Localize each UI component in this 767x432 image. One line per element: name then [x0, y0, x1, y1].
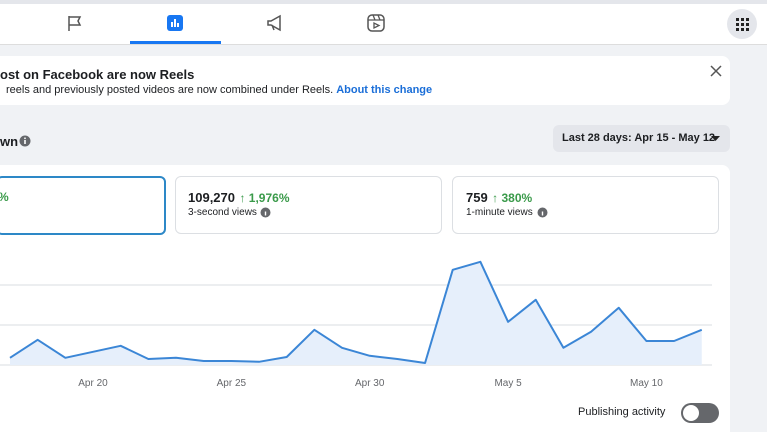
- nav-bar: [0, 4, 767, 45]
- metric-label: 1-minute views: [466, 207, 533, 218]
- metric-label: 3-second views: [188, 207, 257, 218]
- date-range: Last 28 days: Apr 15 - May 12: [562, 132, 716, 144]
- flag-icon[interactable]: [66, 14, 84, 32]
- line: [9, 260, 703, 364]
- metric-card[interactable]: 109,270 ↑ 1,976% 3-second views: [175, 176, 442, 234]
- toggle-knob: [683, 405, 699, 421]
- area: [10, 261, 702, 365]
- banner-text-row: reels and previously posted videos are n…: [6, 84, 432, 96]
- banner-title: ost on Facebook are now Reels: [0, 67, 195, 82]
- active-tab-underline: [130, 41, 221, 44]
- toggle-label: Publishing activity: [578, 406, 666, 418]
- metric-change: ↑ 380%: [492, 191, 533, 205]
- x-tick-label: Apr 20: [78, 378, 108, 389]
- megaphone-icon[interactable]: [266, 14, 286, 32]
- caret: [711, 136, 720, 141]
- info-icon[interactable]: [260, 207, 271, 218]
- metric-card[interactable]: 759 ↑ 380% 1-minute views: [452, 176, 719, 234]
- reels-icon[interactable]: [367, 14, 385, 32]
- info-icon[interactable]: [19, 135, 31, 147]
- toggle[interactable]: [681, 403, 719, 423]
- top-strip: [0, 0, 767, 4]
- date-dropdown[interactable]: Last 28 days: Apr 15 - May 12: [553, 125, 730, 152]
- menu-button[interactable]: [727, 9, 757, 39]
- section-title: wn: [0, 134, 19, 149]
- metric-value: 109,270: [188, 190, 235, 205]
- insights-icon[interactable]: [166, 14, 184, 32]
- metric-value: 759: [466, 190, 488, 205]
- metric-change: %: [0, 190, 9, 204]
- metric-row: 759 ↑ 380%: [466, 189, 532, 207]
- line-chart: Apr 20 Apr 25 Apr 30 May 5 May 10: [0, 260, 712, 389]
- close-icon[interactable]: [710, 65, 722, 77]
- info-icon[interactable]: [537, 207, 548, 218]
- x-tick-label: May 10: [630, 378, 663, 389]
- metric-card[interactable]: %: [0, 176, 166, 235]
- x-tick-label: Apr 30: [355, 378, 385, 389]
- banner: ost on Facebook are now Reels reels and …: [0, 56, 730, 105]
- x-tick-label: May 5: [494, 378, 522, 389]
- metric-row: 109,270 ↑ 1,976%: [188, 189, 290, 207]
- x-tick-label: Apr 25: [217, 378, 247, 389]
- banner-link[interactable]: About this change: [336, 84, 433, 96]
- banner-text: reels and previously posted videos are n…: [6, 84, 334, 96]
- metric-change: ↑ 1,976%: [239, 191, 290, 205]
